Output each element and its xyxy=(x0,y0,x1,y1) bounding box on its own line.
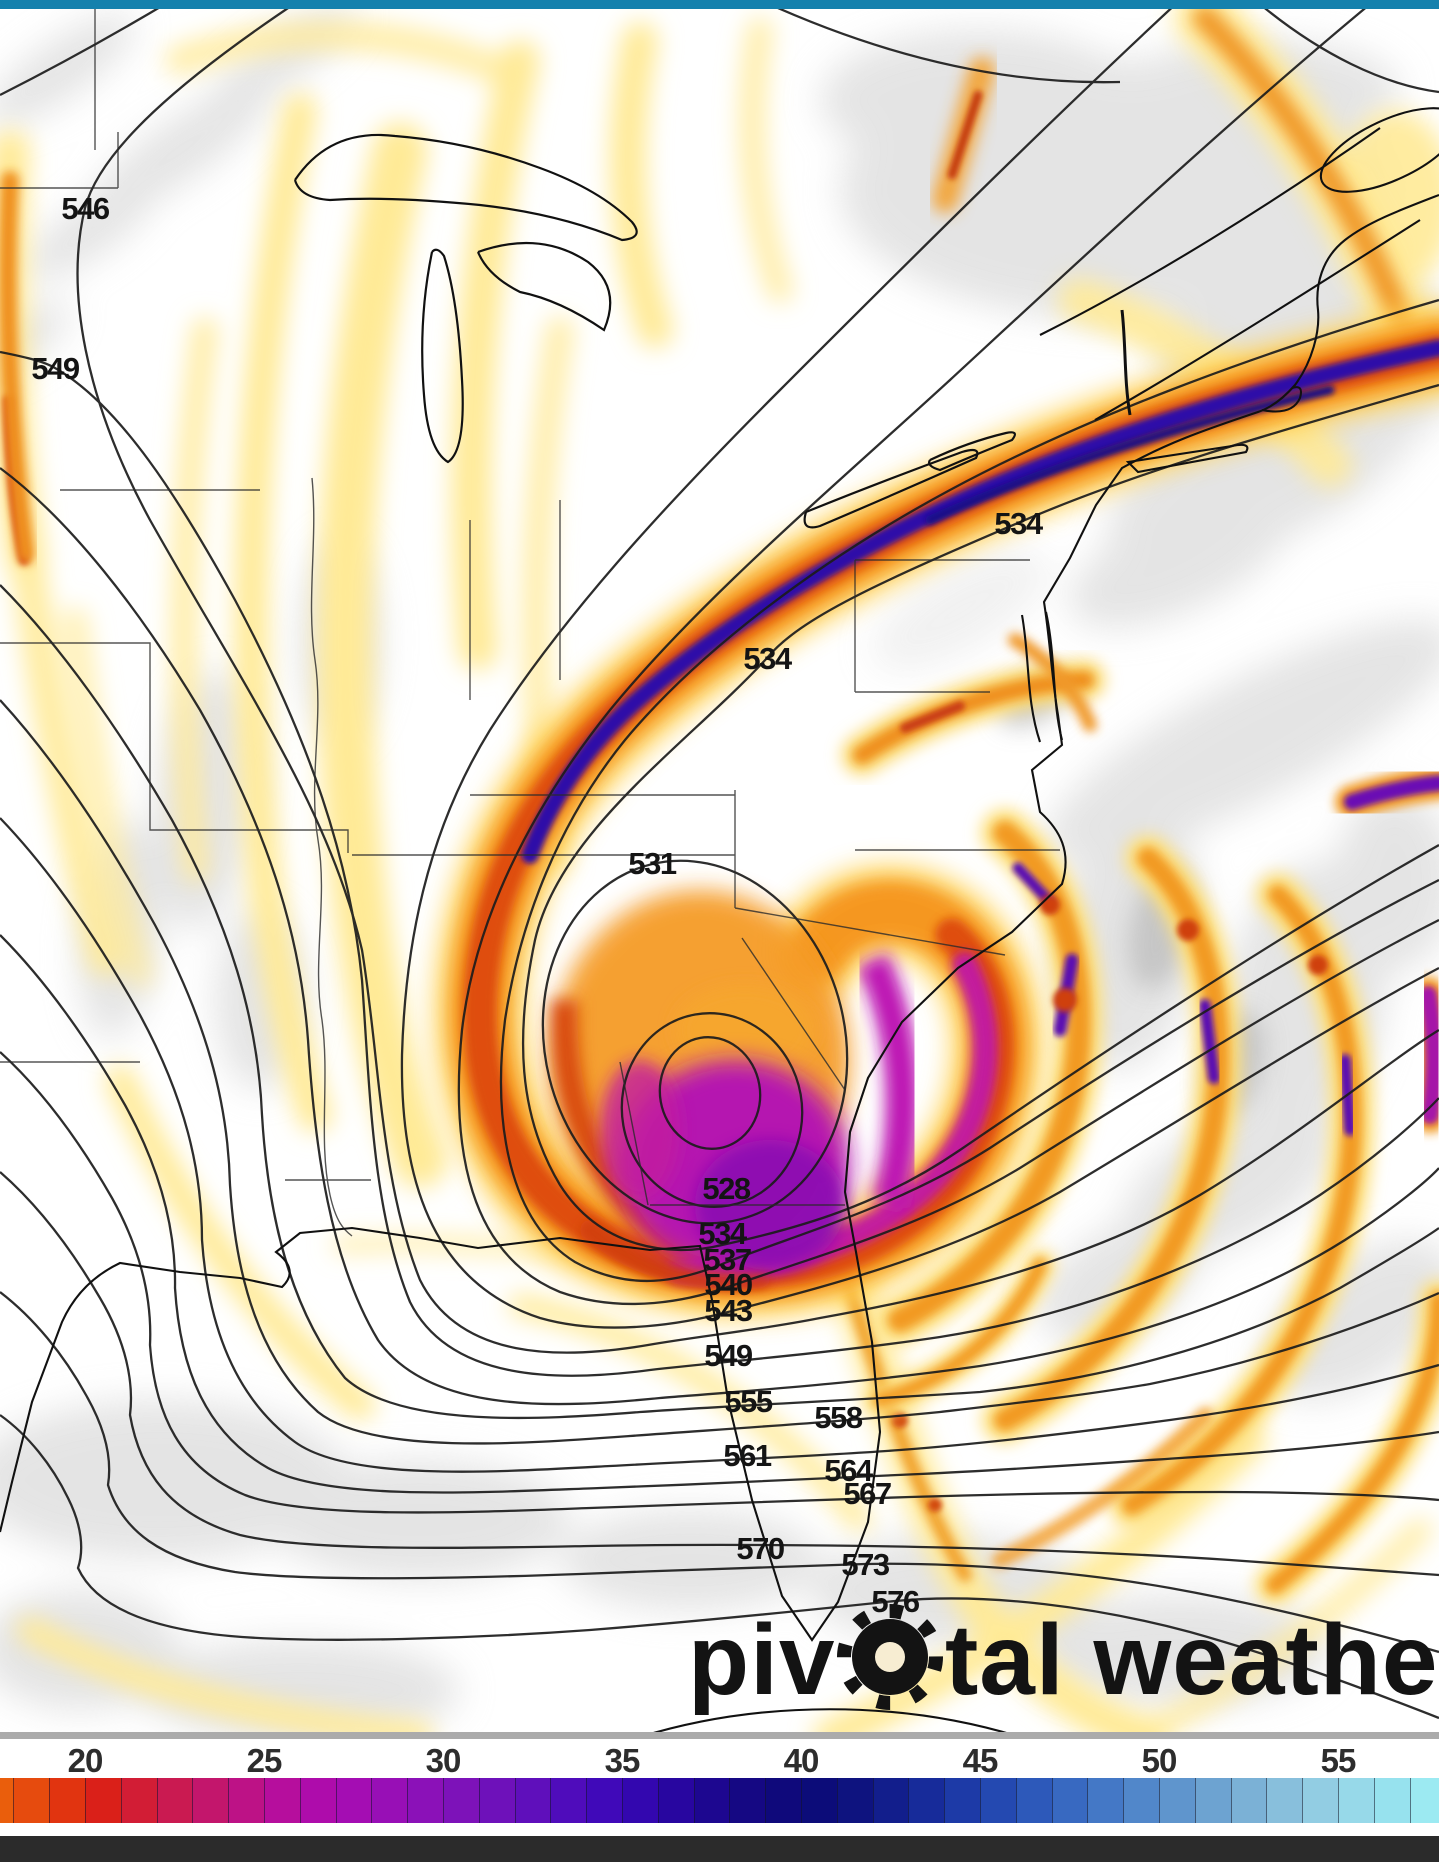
colorbar-cell-55 xyxy=(1338,1778,1374,1823)
contour-label-567: 567 xyxy=(843,1476,890,1511)
colorbar-cell-57 xyxy=(1409,1778,1439,1823)
contour-label-531: 531 xyxy=(628,846,676,881)
state-borders xyxy=(0,0,1060,1237)
bottom-strip xyxy=(0,1836,1439,1862)
contour-label-546: 546 xyxy=(61,191,109,226)
colorbar xyxy=(0,1778,1439,1823)
colorbar-cell-29 xyxy=(407,1778,443,1823)
colorbar-cell-43 xyxy=(908,1778,945,1823)
contour-label-561: 561 xyxy=(723,1438,771,1473)
vortex-core xyxy=(550,890,920,1270)
colorbar-cell-35 xyxy=(622,1778,658,1823)
colorbar-tick-55: 55 xyxy=(1320,1742,1357,1779)
colorbar-cell-47 xyxy=(1051,1778,1088,1823)
colorbar-cell-42 xyxy=(872,1778,909,1823)
colorbar-cell-37 xyxy=(693,1778,730,1823)
contour-label-549: 549 xyxy=(704,1338,752,1373)
colorbar-cell-19 xyxy=(49,1778,85,1823)
colorbar-gap xyxy=(0,1823,1439,1836)
colorbar-cell-36 xyxy=(657,1778,694,1823)
colorbar-cell-20 xyxy=(85,1778,121,1823)
colorbar-tick-35: 35 xyxy=(604,1742,641,1779)
contour-label-537: 537 xyxy=(703,1242,750,1277)
watermark-text-right: tal weathe xyxy=(945,1604,1439,1716)
colorbar-cell-46 xyxy=(1015,1778,1052,1823)
colorbar-cell-26 xyxy=(299,1778,336,1823)
contour-label-534: 534 xyxy=(698,1216,747,1251)
colorbar-cell-52 xyxy=(1230,1778,1267,1823)
great-lakes xyxy=(293,133,1016,529)
colorbar-tick-45: 45 xyxy=(962,1742,999,1779)
colorbar-cell-23 xyxy=(192,1778,229,1823)
colorbar-cell-18 xyxy=(13,1778,50,1823)
colorbar-cell-49 xyxy=(1123,1778,1159,1823)
colorbar-cell-38 xyxy=(729,1778,766,1823)
colorbar-tick-40: 40 xyxy=(783,1742,820,1779)
jet-streak-band xyxy=(432,302,1439,1320)
colorbar-tick-25: 25 xyxy=(246,1742,283,1779)
colorbar-cell-21 xyxy=(120,1778,157,1823)
colorbar-cell-24 xyxy=(228,1778,264,1823)
colorbar-cell-54 xyxy=(1302,1778,1338,1823)
contour-label-543: 543 xyxy=(704,1293,752,1328)
colorbar-cell-50 xyxy=(1159,1778,1195,1823)
colorbar-cell-53 xyxy=(1266,1778,1303,1823)
watermark-text-left: piv xyxy=(688,1604,835,1716)
gear-icon xyxy=(837,1604,943,1710)
orange-streaks xyxy=(0,6,1417,1582)
colorbar-cell-56 xyxy=(1373,1778,1410,1823)
top-edge-bar xyxy=(0,0,1439,9)
contour-label-555: 555 xyxy=(724,1384,772,1419)
colorbar-cell-41 xyxy=(836,1778,873,1823)
contour-label-534: 534 xyxy=(743,641,792,676)
contour-label-564: 564 xyxy=(824,1453,873,1488)
contour-label-573: 573 xyxy=(841,1547,889,1582)
colorbar-cell-44 xyxy=(944,1778,980,1823)
colorbar-tick-20: 20 xyxy=(67,1742,104,1779)
colorbar-cell-39 xyxy=(765,1778,801,1823)
contour-label-570: 570 xyxy=(736,1531,783,1566)
colorbar-tick-30: 30 xyxy=(425,1742,462,1779)
colorbar-cell-48 xyxy=(1087,1778,1124,1823)
colorbar-cell-28 xyxy=(371,1778,408,1823)
colorbar-cell-31 xyxy=(478,1778,515,1823)
contour-label-534: 534 xyxy=(994,506,1043,541)
contour-label-540: 540 xyxy=(704,1267,751,1302)
colorbar-cell-40 xyxy=(801,1778,837,1823)
watermark: piv tal weathe xyxy=(688,1604,1439,1716)
colorbar-cell-33 xyxy=(550,1778,587,1823)
colorbar-cell-34 xyxy=(586,1778,622,1823)
colorbar-ticks: 20 25 30 35 40 45 50 55 xyxy=(0,1739,1439,1779)
contour-label-549: 549 xyxy=(31,351,79,386)
map-bottom-divider xyxy=(0,1732,1439,1739)
colorbar-cell-45 xyxy=(980,1778,1016,1823)
colorbar-cell-32 xyxy=(514,1778,551,1823)
coastlines xyxy=(0,107,1439,1739)
colorbar-cell-30 xyxy=(443,1778,479,1823)
contour-label-528: 528 xyxy=(702,1171,750,1206)
colorbar-cell-17 xyxy=(0,1778,14,1823)
contour-label-558: 558 xyxy=(814,1400,862,1435)
height-contour-lines xyxy=(0,0,1439,1720)
yellow-streak-bands xyxy=(0,0,1439,1742)
colorbar-cell-51 xyxy=(1194,1778,1231,1823)
colorbar-cell-22 xyxy=(156,1778,193,1823)
colorbar-cell-27 xyxy=(335,1778,372,1823)
colorbar-cell-25 xyxy=(264,1778,300,1823)
colorbar-tick-50: 50 xyxy=(1141,1742,1178,1779)
